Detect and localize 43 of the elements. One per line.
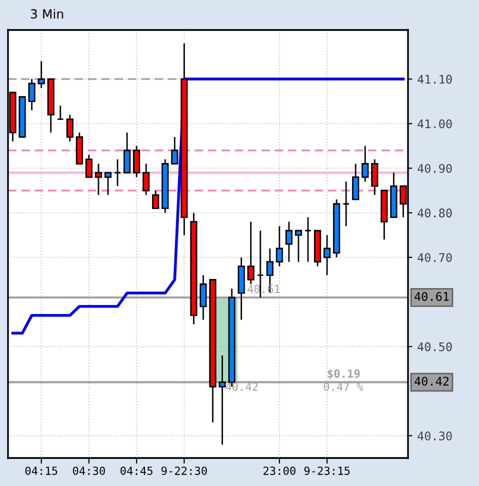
candlestick: [323, 234, 331, 276]
candlestick: [56, 105, 64, 120]
candlestick: [133, 145, 140, 178]
x-tick-label: 9-23:15: [304, 466, 350, 475]
x-tick-label: 04:15: [25, 466, 58, 475]
candlestick: [200, 274, 207, 320]
y-tick-label: 40.90: [418, 164, 452, 173]
y-tick-label: 41.00: [418, 119, 452, 128]
candlestick: [114, 158, 122, 187]
ref-line-label: 40.42: [414, 376, 449, 386]
candlestick: [152, 190, 160, 210]
candlestick: [142, 163, 150, 196]
y-tick-label: 40.80: [418, 208, 452, 218]
x-tick-label: 04:45: [120, 466, 152, 475]
candlestick: [285, 221, 293, 263]
candlestick: [38, 60, 45, 89]
ref-line-label: 40.61: [414, 292, 449, 301]
candlestick: [294, 230, 302, 263]
y-tick-label: 40.30: [418, 431, 452, 440]
x-tick-label: 9-22:30: [161, 466, 207, 475]
candlestick: [85, 154, 93, 178]
chart-title: 3 Min: [30, 8, 64, 19]
candlestick: [352, 163, 360, 200]
candlestick: [371, 158, 378, 196]
candlestick: [342, 180, 350, 227]
annotation: $0.19: [328, 369, 360, 380]
candlestick: [104, 172, 112, 196]
x-tick-label: 23:00: [264, 466, 296, 475]
candlestick: [123, 132, 131, 174]
candlestick: [304, 216, 312, 263]
candlestick: [276, 225, 283, 267]
y-tick-label: 40.50: [418, 342, 452, 352]
candlestick: [94, 163, 102, 196]
candlestick: [247, 221, 254, 285]
candlestick: [218, 354, 226, 446]
y-tick-label: 40.70: [418, 253, 452, 262]
annotation: 40.42: [226, 382, 258, 391]
candlestick: [66, 114, 74, 142]
y-tick-label: 41.10: [418, 74, 452, 84]
candlestick: [362, 145, 369, 182]
candlestick: [28, 78, 36, 111]
candlestick: [171, 136, 178, 164]
x-tick-label: 04:30: [72, 466, 105, 475]
